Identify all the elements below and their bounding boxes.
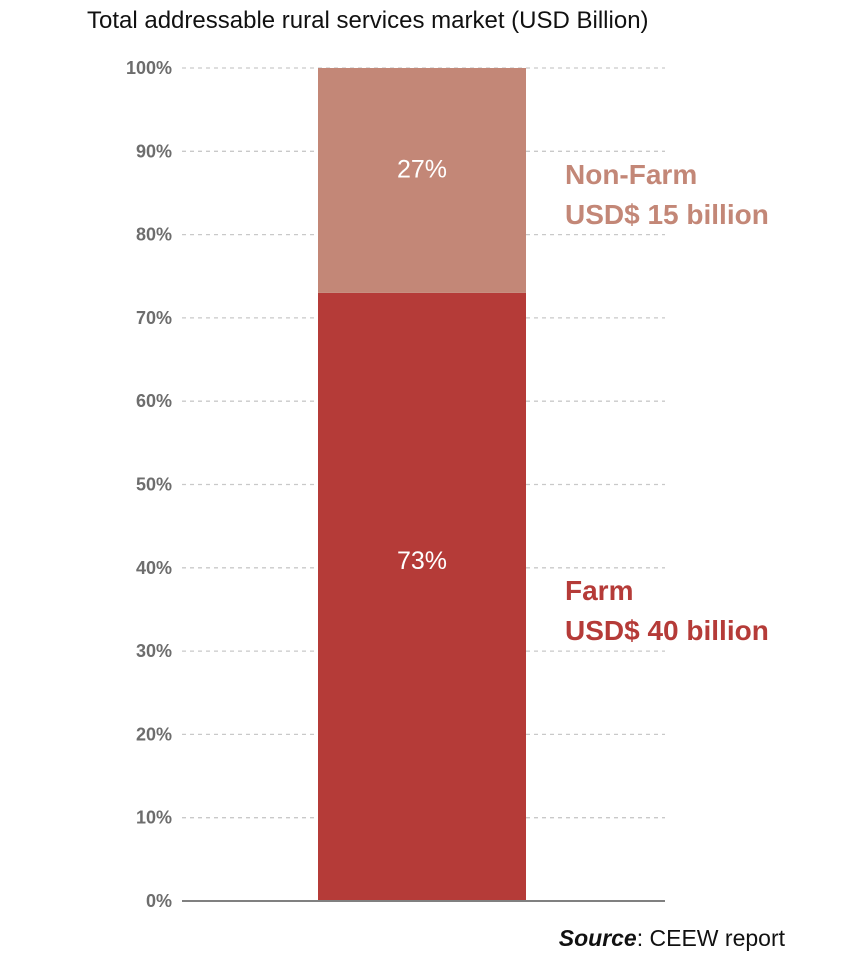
y-tick-label: 100%	[126, 58, 172, 78]
y-tick-label: 80%	[136, 225, 172, 245]
segment-value-label: 27%	[397, 155, 447, 183]
y-tick-label: 0%	[146, 891, 172, 911]
y-tick-label: 30%	[136, 641, 172, 661]
y-tick-label: 20%	[136, 724, 172, 744]
y-tick-label: 50%	[136, 475, 172, 495]
series-name-label: Non-Farm	[565, 159, 697, 190]
series-name-label: Farm	[565, 575, 633, 606]
source-prefix: Source	[559, 925, 637, 951]
bar-segment-non-farm	[318, 68, 526, 293]
segment-value-label: 73%	[397, 547, 447, 575]
source-note: Source: CEEW report	[559, 925, 786, 951]
bar-segment-farm	[318, 292, 526, 901]
source-text: : CEEW report	[637, 925, 786, 951]
bar-segments	[318, 68, 526, 901]
series-amount-label: USD$ 15 billion	[565, 199, 769, 230]
chart-title: Total addressable rural services market …	[87, 7, 649, 34]
segment-labels: 73% Farm USD$ 40 billion 27% Non-Farm USD$ 15…	[397, 155, 769, 646]
series-amount-label: USD$ 40 billion	[565, 615, 769, 646]
y-axis-ticks: 0% 10% 20% 30% 40% 50% 60% 70% 80% 90% 100%	[126, 58, 172, 911]
y-tick-label: 40%	[136, 558, 172, 578]
y-tick-label: 70%	[136, 308, 172, 328]
y-tick-label: 60%	[136, 391, 172, 411]
y-tick-label: 90%	[136, 141, 172, 161]
y-tick-label: 10%	[136, 808, 172, 828]
